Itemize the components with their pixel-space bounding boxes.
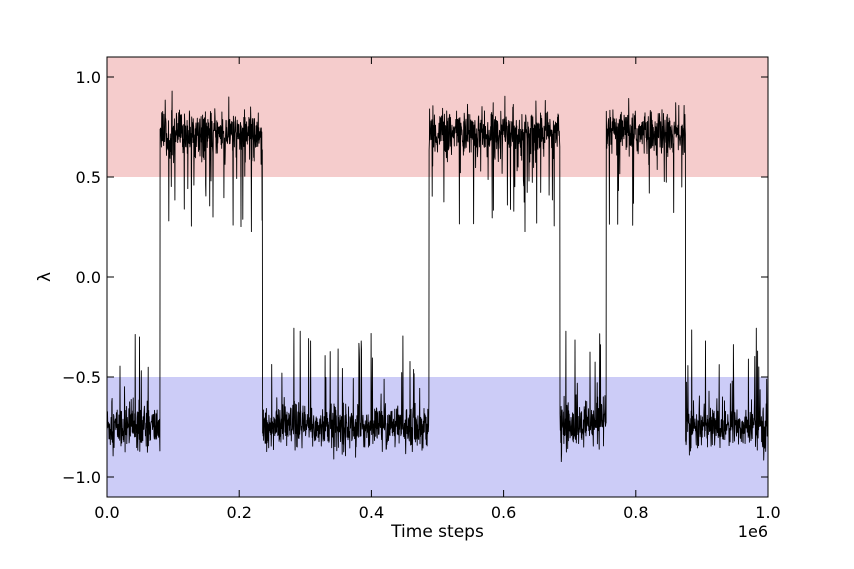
y-tick-label: −0.5 bbox=[62, 368, 101, 387]
y-tick-label: −1.0 bbox=[62, 468, 101, 487]
x-tick-label: 1.0 bbox=[755, 503, 780, 522]
x-axis-offset-label: 1e6 bbox=[738, 522, 768, 541]
ticks-layer: 0.0 0.2 0.4 0.6 0.8 1.0 1.0 0.5 0.0 −0.5 −1.0 bbox=[62, 57, 781, 522]
x-axis-label: Time steps bbox=[390, 522, 484, 542]
y-axis-label: λ bbox=[35, 272, 55, 282]
x-tick-label: 0.0 bbox=[94, 503, 119, 522]
x-tick-label: 0.8 bbox=[623, 503, 648, 522]
y-tick-label: 0.5 bbox=[76, 168, 101, 187]
x-tick-label: 0.2 bbox=[226, 503, 251, 522]
y-tick-label: 0.0 bbox=[76, 268, 101, 287]
x-tick-label: 0.6 bbox=[491, 503, 516, 522]
lower-band bbox=[107, 377, 768, 497]
series-line bbox=[106, 90, 769, 463]
x-tick-label: 0.4 bbox=[359, 503, 384, 522]
y-tick-label: 1.0 bbox=[76, 68, 101, 87]
series-layer bbox=[106, 90, 769, 463]
